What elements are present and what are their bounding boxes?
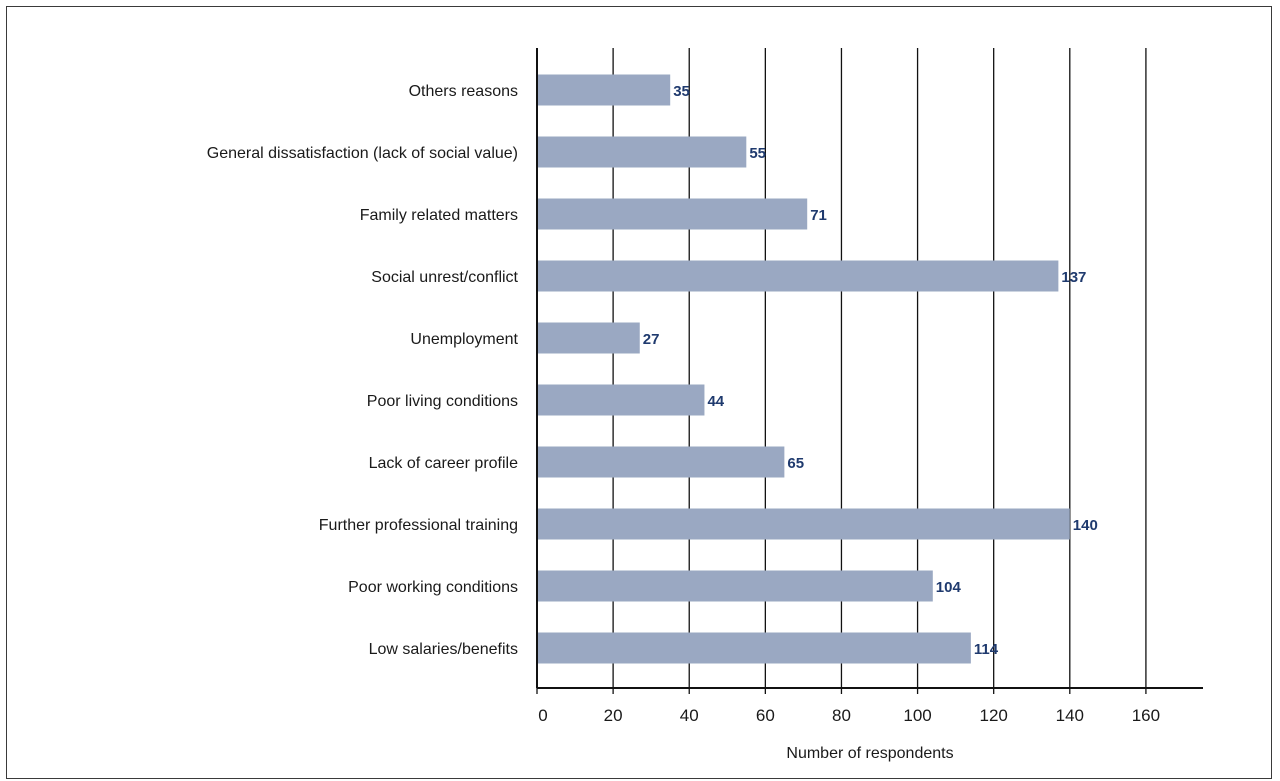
x-tick-label-120: 120 [979,706,1007,725]
x-tick-label-40: 40 [680,706,699,725]
bars [537,74,1070,664]
value-label-8: 104 [936,579,962,596]
category-label-4: Unemployment [410,331,518,348]
category-label-8: Poor working conditions [348,579,518,596]
x-tick-label-80: 80 [832,706,851,725]
category-label-2: Family related matters [360,207,518,224]
value-label-5: 44 [707,393,724,410]
category-label-0: Others reasons [409,83,518,100]
x-tick-label-100: 100 [903,706,931,725]
bar-0 [537,74,671,106]
bar-1 [537,136,747,168]
bar-6 [537,446,785,478]
x-tick-label-140: 140 [1056,706,1084,725]
x-tick-labels: 0 20 40 60 80 100 120 140 160 [536,688,1160,725]
value-label-9: 114 [974,641,999,658]
bar-3 [537,260,1059,292]
category-label-6: Lack of career profile [369,455,519,472]
axes [536,48,1203,689]
category-label-7: Further professional training [319,517,518,534]
category-label-3: Social unrest/conflict [371,269,518,286]
x-tick-label-160: 160 [1132,706,1160,725]
bar-4 [537,322,640,354]
x-tick-label-0: 0 [538,706,547,725]
x-axis-title: Number of respondents [786,745,953,762]
x-tick-label-60: 60 [756,706,775,725]
value-labels: 35 55 71 137 27 44 65 140 104 114 [643,83,1098,658]
category-label-1: General dissatisfaction (lack of social … [207,145,518,162]
value-label-7: 140 [1073,517,1098,534]
category-label-9: Low salaries/benefits [369,641,518,658]
bar-8 [537,570,933,602]
bar-9 [537,632,971,664]
bar-2 [537,198,808,230]
bar-5 [537,384,705,416]
category-label-5: Poor living conditions [367,393,518,410]
value-label-3: 137 [1061,269,1086,286]
value-label-6: 65 [787,455,804,472]
bar-7 [537,508,1070,540]
value-label-2: 71 [810,207,827,224]
category-labels: Others reasons General dissatisfaction (l… [207,83,519,658]
value-label-1: 55 [749,145,766,162]
x-tick-label-20: 20 [604,706,623,725]
value-label-0: 35 [673,83,690,100]
value-label-4: 27 [643,331,660,348]
